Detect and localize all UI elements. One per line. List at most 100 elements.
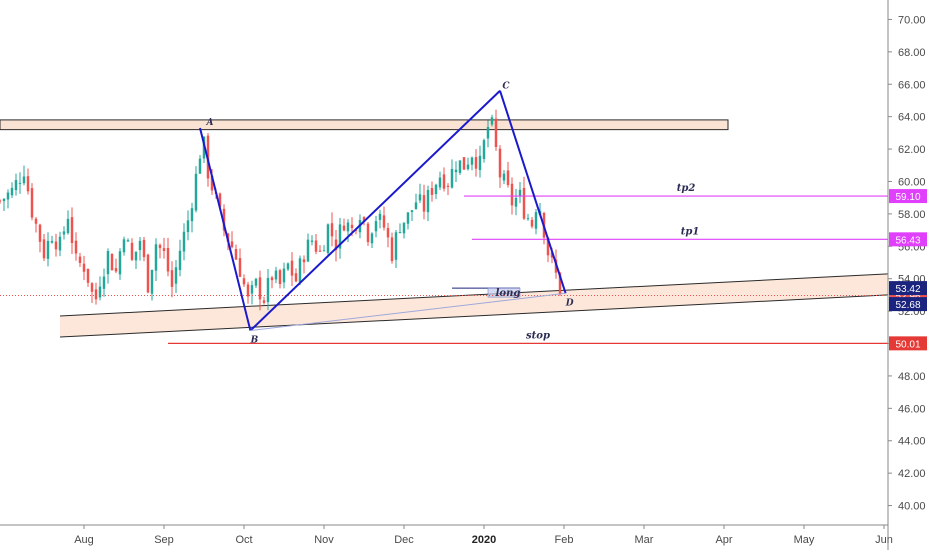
candle-body [94,289,98,300]
price-tag-bg-tp1 [889,232,927,247]
candle-body [158,244,162,249]
x-tick-label: May [794,534,815,546]
candle-body [10,187,14,196]
candle-body [34,218,38,224]
candle-body [50,241,54,243]
candle-body [350,224,354,229]
candle-body [110,254,114,271]
candle-body [46,240,50,259]
candle-body [198,158,202,174]
candle-body [98,286,102,298]
candle-body [178,250,182,270]
candle-body [130,242,134,260]
candle-body [410,210,414,213]
y-tick-label: 64.00 [898,112,926,124]
candle-body [18,182,22,184]
candle-body [114,268,118,272]
candle-body [182,231,186,252]
y-tick-label: 62.00 [898,144,926,156]
candle-body [210,175,214,191]
candle-body [118,251,122,275]
pattern-point-D: D [565,298,574,308]
candle-body [230,241,234,248]
y-tick-label: 60.00 [898,176,926,188]
candle-body [150,269,154,294]
candle-body [166,247,170,272]
candle-body [466,164,470,170]
candle-body [550,252,554,258]
price-tag-tp1: 56.43 [895,235,920,246]
candle-body [338,224,342,249]
candle-body [26,176,30,192]
candle-body [346,222,350,232]
candle-body [486,127,490,139]
drawing-layer [0,90,888,344]
level-label-tp1: tp1 [681,226,700,237]
candle-body [74,240,78,254]
candle-body [174,267,178,284]
candle-body [470,157,474,165]
x-tick-label: Aug [74,534,94,546]
candle-body [54,241,58,250]
candle-body [526,218,530,220]
price-tag-stop: 50.01 [895,339,920,350]
pattern-bd-line [250,292,566,332]
candle-body [222,208,226,231]
candle-body [62,231,66,235]
x-axis[interactable]: Aug Sep Oct Nov Dec 2020 Feb Mar Apr May Jun [74,525,893,546]
candle-body [430,188,434,195]
candle-body [246,284,250,297]
x-tick-label: Oct [235,534,252,546]
candle-body [474,157,478,169]
y-axis[interactable]: 40.0042.0044.0046.0048.0050.0052.0054.00… [888,14,926,513]
label-layer: tp2 tp1 stop long A B C D [206,82,700,346]
position-label: long [496,288,521,299]
candle-body [366,223,370,243]
candle-body [322,250,326,252]
candle-body [190,208,194,222]
candle-body [138,240,142,251]
candle-body [398,231,402,233]
candle-body [2,198,6,202]
candle-body [270,277,274,281]
candle-body [6,192,10,200]
pattern-leg-AB [199,127,252,331]
candle-body [414,202,418,209]
candle-body [258,277,262,300]
candle-body [406,212,410,224]
candle-body [506,170,510,186]
candle-body [170,270,174,287]
candle-body [498,148,502,178]
candle-body [462,157,466,170]
candle-body [314,240,318,252]
candle-body [282,268,286,283]
candle-body [374,221,378,232]
position-box [487,287,521,298]
y-tick-label: 46.00 [898,403,926,415]
candle-body [546,237,550,256]
x-tick-label: Apr [715,534,732,546]
channel-upper-line [59,273,889,317]
candle-body [502,173,506,181]
price-tag-1: 52.68 [895,300,920,311]
candle-body [102,276,106,289]
y-tick-label: 40.00 [898,501,926,513]
candle-body [154,244,158,271]
candle-body [0,200,2,202]
candle-body [418,194,422,201]
resistance-zone [0,119,729,131]
channel-lower-line [59,294,889,338]
candle-body [106,251,110,275]
pattern-point-A: A [206,118,214,128]
candle-body [534,212,538,229]
candle-body [386,228,390,238]
candle-body [518,189,522,197]
candle-body [362,217,366,222]
x-tick-label: Sep [154,534,174,546]
candle-body [298,258,302,283]
y-tick-label: 48.00 [898,371,926,383]
candle-body [446,185,450,187]
